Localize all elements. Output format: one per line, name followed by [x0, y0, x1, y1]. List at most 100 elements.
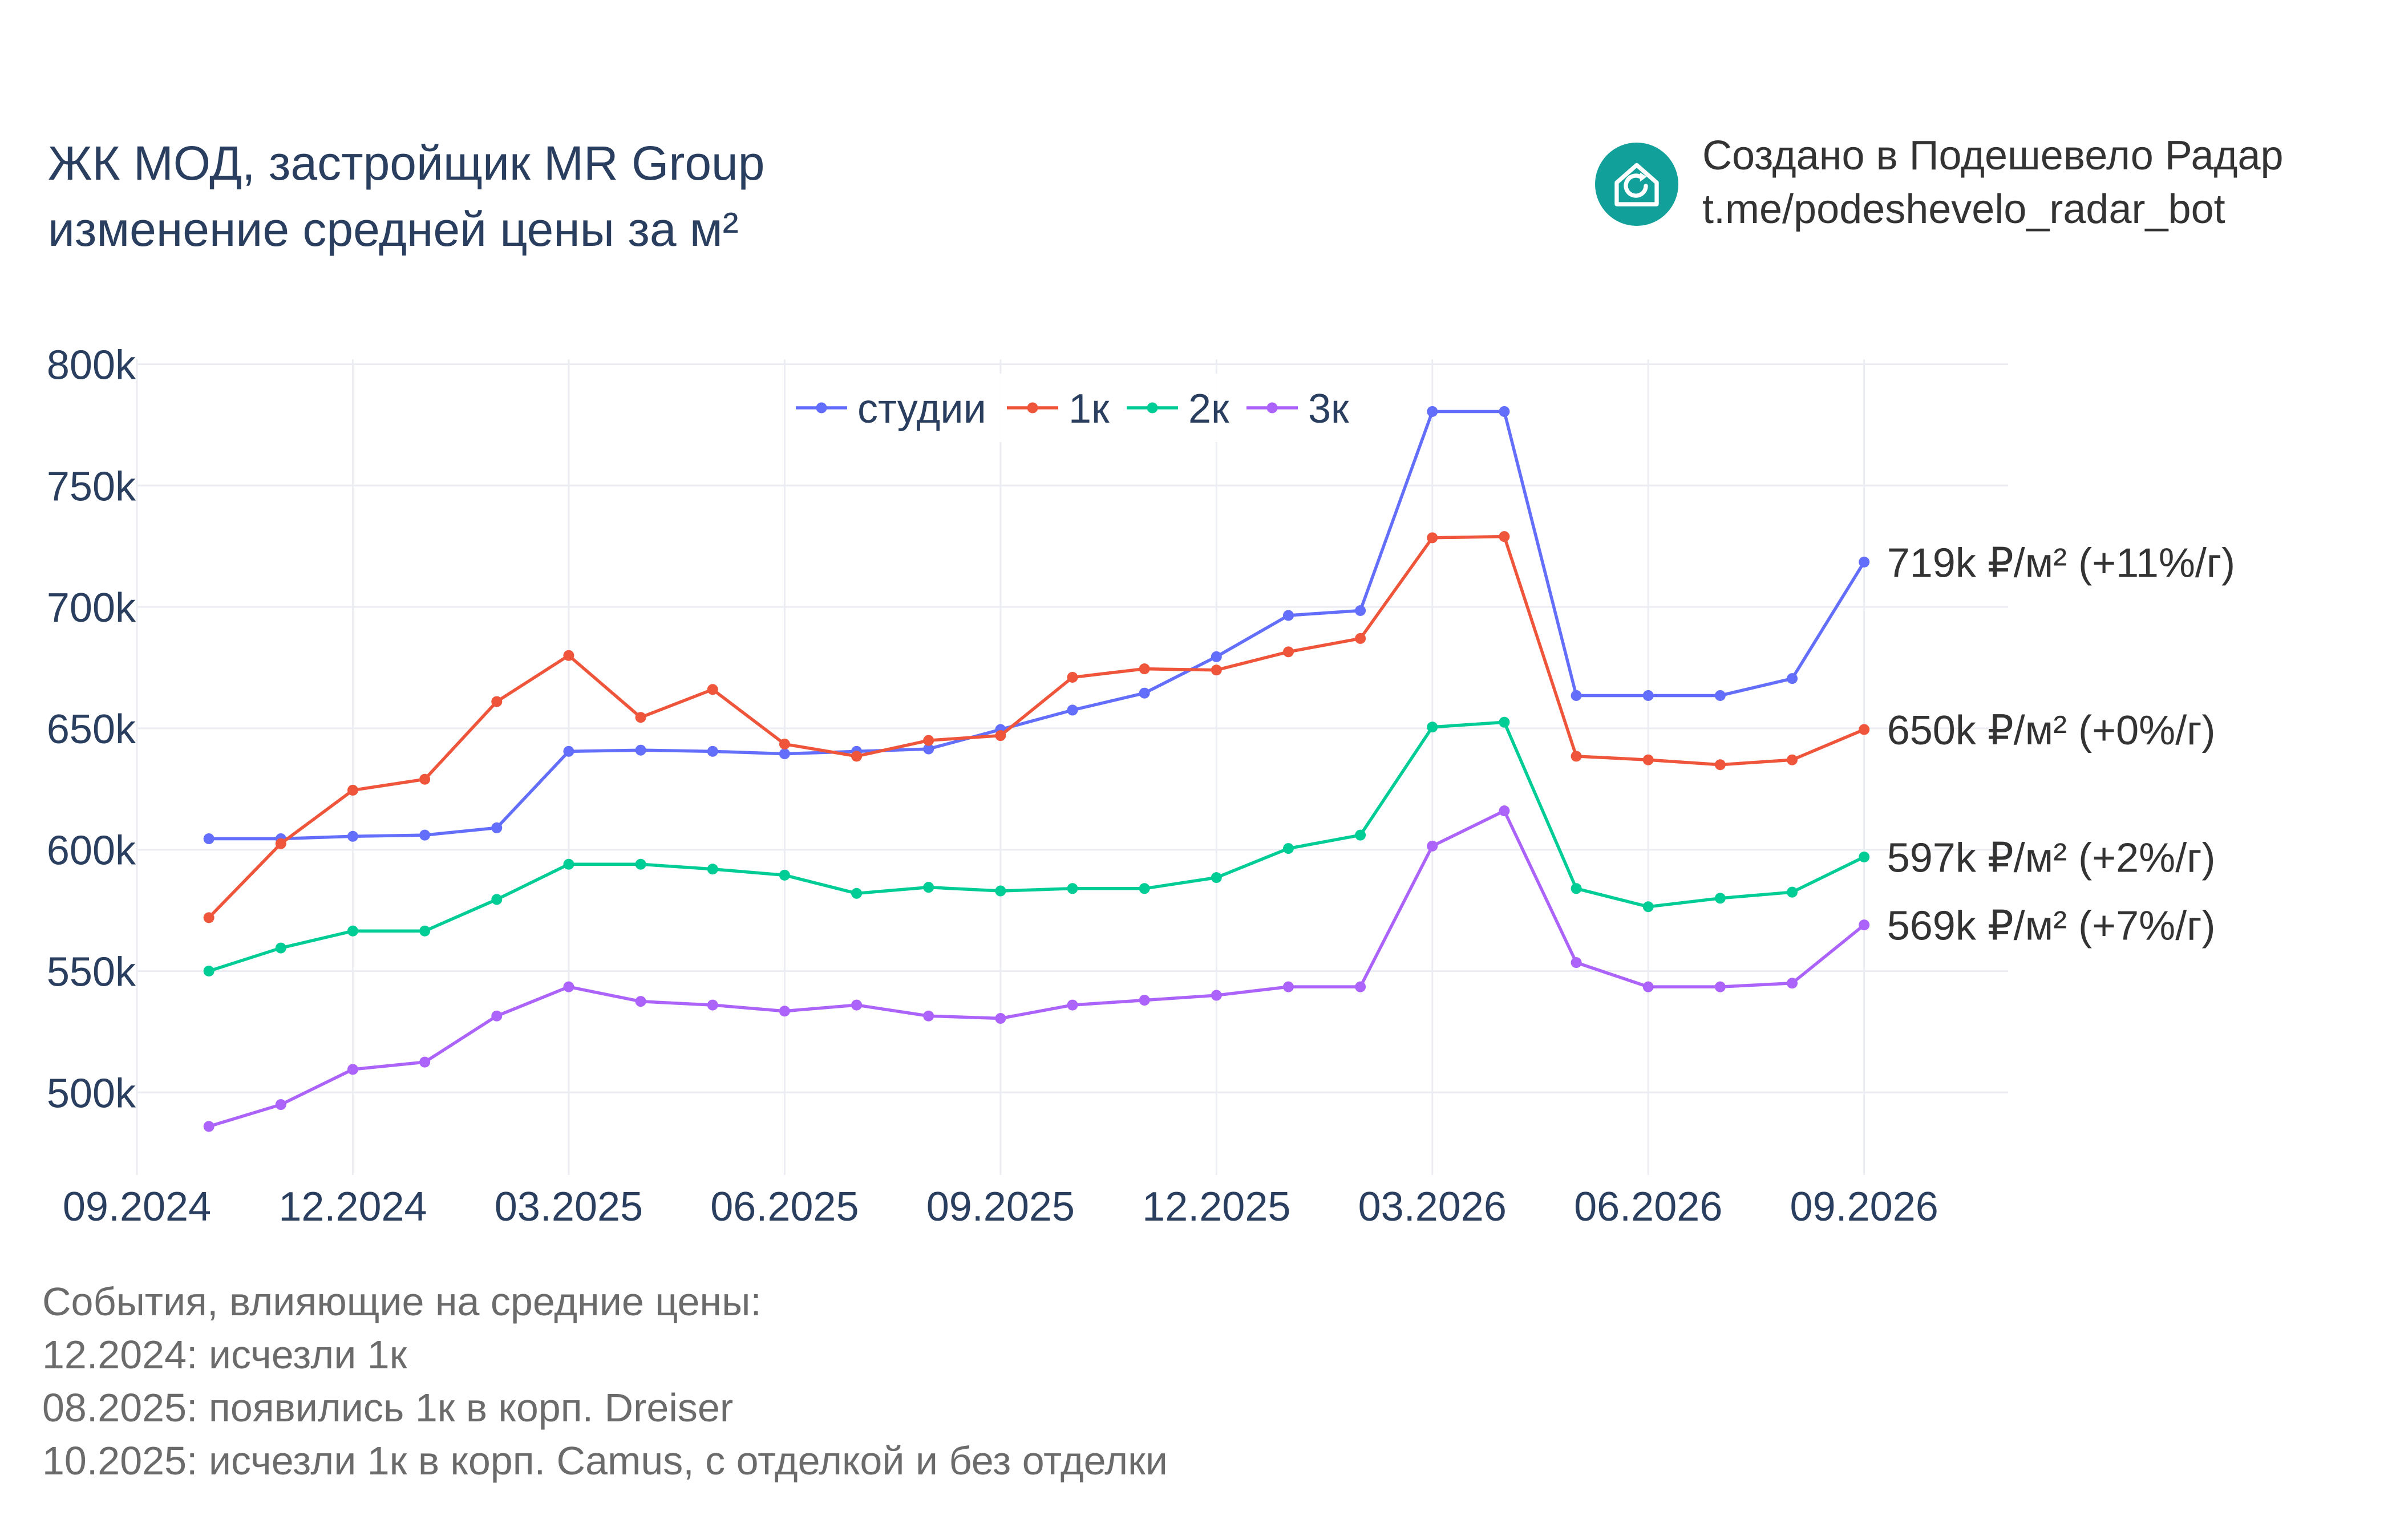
data-point[interactable]: [419, 829, 431, 841]
data-point[interactable]: [347, 830, 358, 842]
data-point[interactable]: [1787, 886, 1798, 898]
data-point[interactable]: [203, 833, 214, 845]
data-point[interactable]: [1714, 759, 1726, 771]
data-point[interactable]: [1571, 883, 1582, 894]
data-point[interactable]: [995, 885, 1006, 897]
data-point[interactable]: [1282, 843, 1294, 854]
data-point[interactable]: [491, 822, 503, 833]
data-point[interactable]: [851, 751, 863, 762]
data-point[interactable]: [851, 887, 863, 899]
data-point[interactable]: [275, 838, 286, 849]
data-point[interactable]: [1067, 672, 1078, 683]
data-point[interactable]: [923, 735, 934, 746]
data-point[interactable]: [1282, 646, 1294, 658]
data-point[interactable]: [707, 864, 718, 875]
data-point[interactable]: [707, 745, 718, 757]
data-point[interactable]: [1642, 690, 1654, 701]
data-point[interactable]: [1139, 883, 1150, 894]
data-point[interactable]: [635, 744, 646, 756]
data-point[interactable]: [1282, 610, 1294, 621]
data-point[interactable]: [1139, 995, 1150, 1006]
data-point[interactable]: [491, 1010, 503, 1022]
data-point[interactable]: [779, 748, 790, 760]
data-point[interactable]: [1427, 532, 1438, 544]
data-point[interactable]: [347, 925, 358, 937]
data-point[interactable]: [275, 942, 286, 954]
data-point[interactable]: [1211, 990, 1222, 1001]
data-point[interactable]: [1499, 406, 1510, 418]
data-point[interactable]: [1355, 981, 1366, 992]
data-point[interactable]: [1139, 687, 1150, 699]
data-point[interactable]: [779, 869, 790, 881]
data-point[interactable]: [491, 696, 503, 707]
data-point[interactable]: [923, 743, 934, 755]
data-point[interactable]: [1571, 751, 1582, 762]
legend[interactable]: студии 1к 2к 3к: [787, 374, 1358, 442]
legend-item-1[interactable]: студии: [796, 386, 986, 432]
legend-item-3[interactable]: 2к: [1127, 386, 1229, 432]
data-point[interactable]: [1211, 651, 1222, 662]
data-point[interactable]: [419, 925, 431, 937]
data-point[interactable]: [1787, 673, 1798, 684]
data-point[interactable]: [1427, 840, 1438, 852]
data-point[interactable]: [1067, 999, 1078, 1011]
data-point[interactable]: [1067, 704, 1078, 716]
data-point[interactable]: [923, 882, 934, 893]
data-point[interactable]: [1139, 663, 1150, 675]
data-point[interactable]: [635, 996, 646, 1007]
data-point[interactable]: [635, 858, 646, 870]
data-point[interactable]: [1571, 690, 1582, 701]
data-point[interactable]: [203, 912, 214, 923]
data-point[interactable]: [1859, 851, 1870, 862]
data-point[interactable]: [563, 745, 574, 757]
brand-link[interactable]: t.me/podeshevelo_radar_bot: [1702, 187, 2225, 232]
data-point[interactable]: [1714, 981, 1726, 992]
data-point[interactable]: [1787, 978, 1798, 989]
data-point[interactable]: [1282, 981, 1294, 992]
data-point[interactable]: [1355, 829, 1366, 841]
data-point[interactable]: [1642, 901, 1654, 913]
legend-item-2[interactable]: 1к: [1007, 386, 1110, 432]
data-point[interactable]: [1499, 531, 1510, 542]
data-point[interactable]: [347, 784, 358, 796]
data-point[interactable]: [1571, 957, 1582, 968]
data-point[interactable]: [1211, 664, 1222, 676]
data-point[interactable]: [779, 1006, 790, 1017]
data-point[interactable]: [1355, 605, 1366, 616]
data-point[interactable]: [1427, 406, 1438, 418]
data-point[interactable]: [779, 739, 790, 750]
data-point[interactable]: [707, 999, 718, 1011]
data-point[interactable]: [491, 894, 503, 905]
data-point[interactable]: [1642, 981, 1654, 992]
data-point[interactable]: [1067, 883, 1078, 894]
y-tick-label: 500k: [47, 1071, 136, 1116]
data-point[interactable]: [563, 650, 574, 661]
data-point[interactable]: [995, 730, 1006, 741]
data-point[interactable]: [1787, 754, 1798, 765]
data-point[interactable]: [1499, 716, 1510, 728]
data-point[interactable]: [1427, 722, 1438, 733]
data-point[interactable]: [419, 773, 431, 785]
data-point[interactable]: [347, 1064, 358, 1075]
data-point[interactable]: [419, 1056, 431, 1068]
data-point[interactable]: [851, 999, 863, 1011]
data-point[interactable]: [1355, 633, 1366, 644]
data-point[interactable]: [635, 712, 646, 723]
data-point[interactable]: [1499, 805, 1510, 817]
data-point[interactable]: [1859, 919, 1870, 931]
data-point[interactable]: [995, 1012, 1006, 1024]
data-point[interactable]: [275, 1099, 286, 1111]
data-point[interactable]: [1714, 893, 1726, 904]
data-point[interactable]: [923, 1010, 934, 1022]
data-point[interactable]: [203, 966, 214, 976]
data-point[interactable]: [1714, 690, 1726, 701]
data-point[interactable]: [1859, 556, 1870, 568]
legend-item-4[interactable]: 3к: [1246, 386, 1349, 432]
data-point[interactable]: [1642, 754, 1654, 765]
data-point[interactable]: [563, 981, 574, 992]
data-point[interactable]: [1211, 872, 1222, 884]
data-point[interactable]: [203, 1121, 214, 1132]
data-point[interactable]: [1859, 724, 1870, 735]
data-point[interactable]: [707, 684, 718, 695]
data-point[interactable]: [563, 858, 574, 870]
